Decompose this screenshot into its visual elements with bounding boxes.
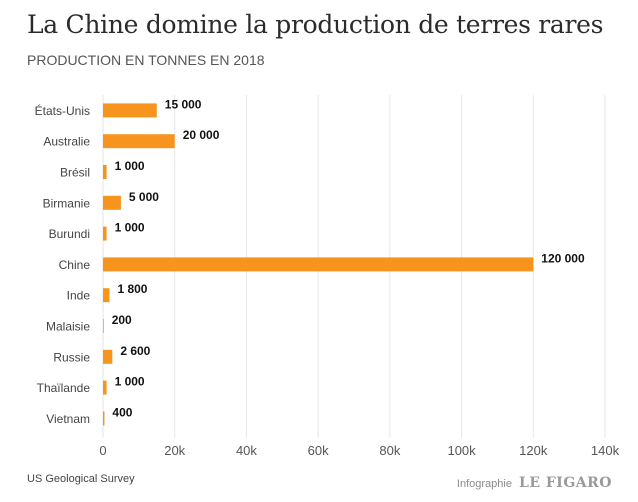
category-label: États-Unis [35, 103, 90, 118]
data-label: 15 000 [165, 97, 202, 111]
x-tick-label: 60k [308, 443, 329, 458]
x-tick-label: 40k [236, 443, 257, 458]
data-label: 1 000 [115, 221, 145, 235]
bar [103, 134, 175, 149]
category-label: Thaïlande [37, 381, 91, 395]
bar [103, 288, 110, 303]
le-figaro-logo: LE FIGARO [518, 475, 612, 491]
category-label: Russie [53, 350, 90, 364]
bar [103, 380, 107, 395]
x-tick-label: 20k [164, 443, 185, 458]
bar [103, 226, 107, 241]
x-tick-label: 140k [591, 443, 620, 458]
bar [103, 319, 104, 333]
data-label: 200 [112, 313, 132, 327]
credit: Infographie LE FIGARO [457, 474, 612, 492]
x-tick-label: 120k [519, 443, 548, 458]
data-label: 1 800 [117, 282, 147, 296]
data-label: 1 000 [115, 375, 145, 389]
bar [103, 103, 157, 118]
bar [103, 195, 121, 210]
data-label: 20 000 [183, 128, 220, 142]
category-label: Burundi [49, 227, 90, 241]
data-label: 400 [112, 405, 132, 419]
data-label: 120 000 [541, 251, 585, 265]
bar [103, 349, 113, 364]
bar [103, 165, 107, 179]
chart-title: La Chine domine la production de terres … [27, 10, 604, 39]
category-label: Vietnam [46, 412, 90, 426]
x-tick-label: 0 [99, 443, 106, 458]
category-label: Birmanie [43, 196, 91, 210]
category-label: Malaisie [46, 320, 90, 334]
category-label: Inde [67, 289, 91, 303]
x-tick-label: 100k [447, 443, 476, 458]
bar [103, 411, 105, 426]
data-label: 5 000 [129, 190, 159, 204]
category-label: Chine [59, 258, 91, 272]
category-label: Brésil [60, 166, 90, 180]
data-label: 2 600 [120, 344, 150, 358]
credit-label: Infographie [456, 478, 512, 490]
x-tick-label: 80k [379, 443, 400, 458]
source-note: US Geological Survey [27, 473, 135, 485]
data-label: 1 000 [115, 159, 145, 173]
category-label: Australie [43, 135, 90, 149]
chart-subtitle: PRODUCTION EN TONNES EN 2018 [27, 52, 265, 68]
bar [103, 257, 534, 272]
